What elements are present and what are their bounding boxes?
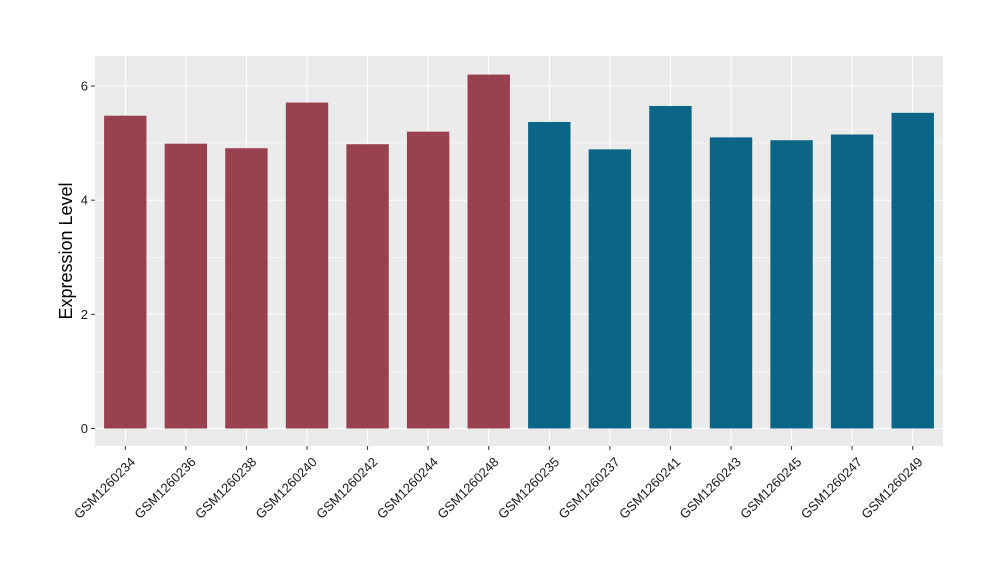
x-tick-label: GSM1260235 bbox=[495, 454, 562, 521]
y-tick-label: 0 bbox=[81, 421, 88, 436]
x-tick-label: GSM1260241 bbox=[616, 454, 683, 521]
bar-GSM1260244 bbox=[406, 131, 450, 429]
x-tick-label: GSM1260240 bbox=[253, 454, 320, 521]
bar-GSM1260237 bbox=[588, 149, 632, 429]
x-tick-label: GSM1260245 bbox=[737, 454, 804, 521]
bar-GSM1260243 bbox=[709, 137, 753, 429]
y-axis: 0 2 4 6 bbox=[81, 79, 95, 436]
bar-GSM1260249 bbox=[891, 112, 934, 429]
x-tick-label: GSM1260236 bbox=[131, 454, 198, 521]
bar-GSM1260234 bbox=[104, 115, 147, 429]
x-tick-label: GSM1260243 bbox=[677, 454, 744, 521]
x-tick-label: GSM1260248 bbox=[434, 454, 501, 521]
bar-GSM1260235 bbox=[528, 121, 571, 429]
bar-GSM1260247 bbox=[830, 134, 874, 429]
bar-GSM1260238 bbox=[225, 148, 268, 429]
x-tick-label: GSM1260249 bbox=[858, 454, 925, 521]
x-tick-label: GSM1260237 bbox=[555, 454, 622, 521]
bar-GSM1260242 bbox=[346, 144, 389, 429]
y-tick-label: 2 bbox=[81, 307, 88, 322]
x-tick-label: GSM1260234 bbox=[71, 454, 138, 521]
bar-GSM1260241 bbox=[649, 105, 692, 429]
y-tick-label: 4 bbox=[81, 193, 88, 208]
y-tick-label: 6 bbox=[81, 79, 88, 94]
y-axis-title: Expression Level bbox=[56, 182, 76, 319]
bar-GSM1260236 bbox=[164, 143, 208, 429]
x-tick-label: GSM1260238 bbox=[192, 454, 259, 521]
bar-GSM1260240 bbox=[285, 102, 329, 429]
x-axis: GSM1260234GSM1260236GSM1260238GSM1260240… bbox=[71, 446, 926, 522]
plot-panel bbox=[95, 56, 943, 446]
x-tick-label: GSM1260244 bbox=[374, 454, 441, 521]
x-tick-label: GSM1260242 bbox=[313, 454, 380, 521]
bars bbox=[104, 74, 934, 429]
x-tick-label: GSM1260247 bbox=[798, 454, 865, 521]
bar-GSM1260245 bbox=[770, 140, 813, 429]
bar-GSM1260248 bbox=[467, 74, 510, 429]
